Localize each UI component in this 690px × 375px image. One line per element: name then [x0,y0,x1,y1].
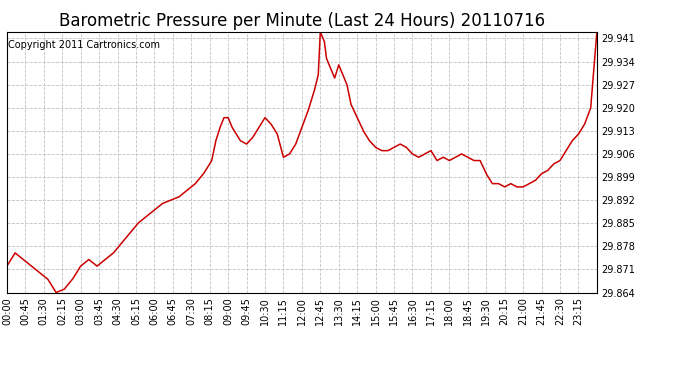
Text: Copyright 2011 Cartronics.com: Copyright 2011 Cartronics.com [8,40,160,50]
Title: Barometric Pressure per Minute (Last 24 Hours) 20110716: Barometric Pressure per Minute (Last 24 … [59,12,545,30]
